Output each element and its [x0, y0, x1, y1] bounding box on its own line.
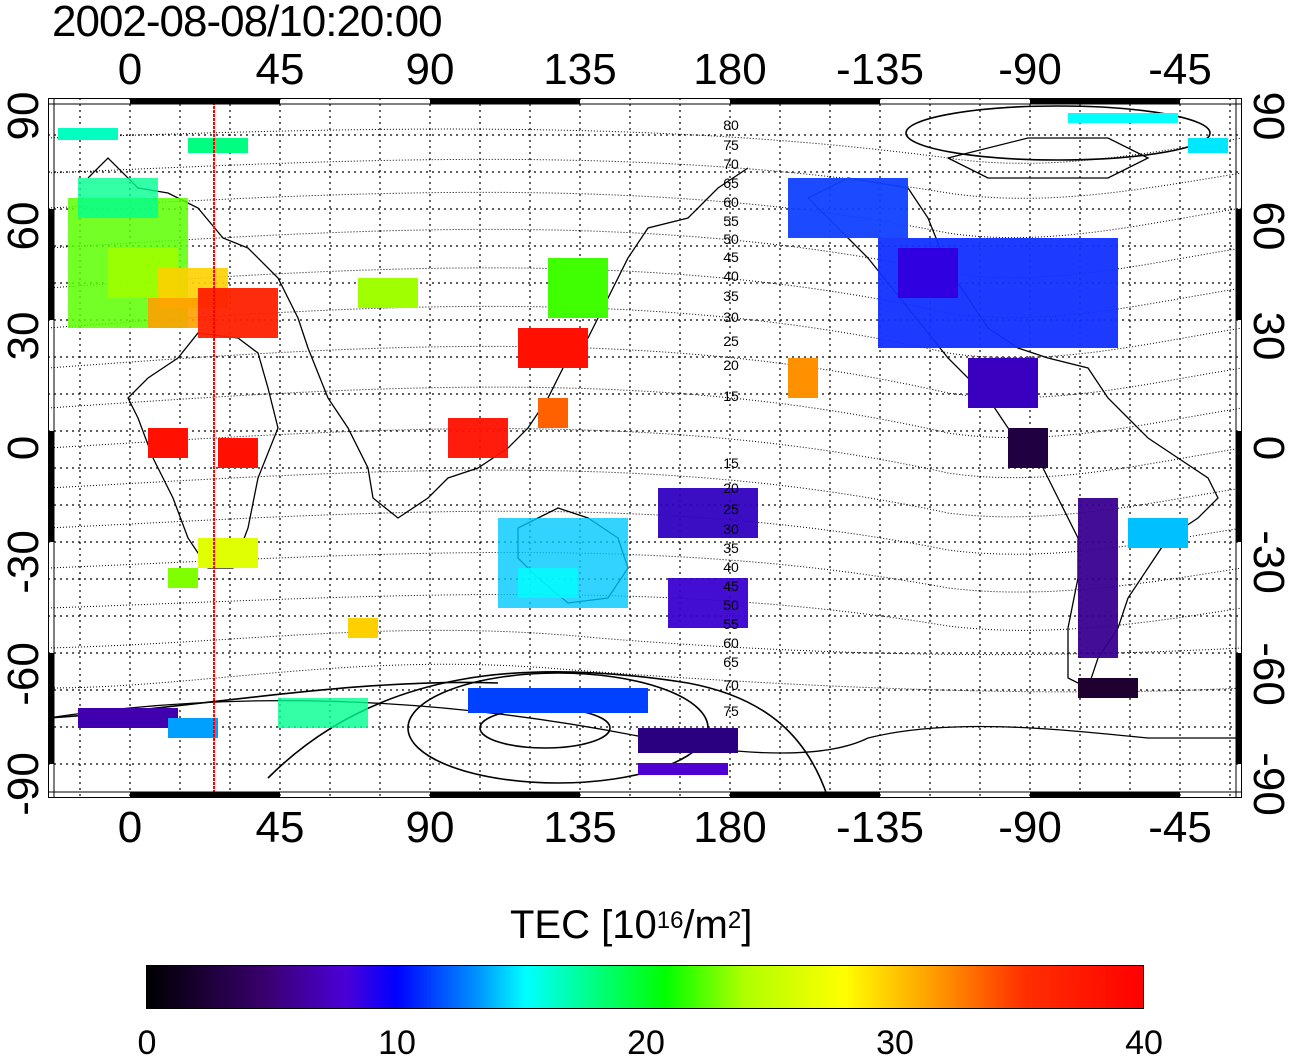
- contour-label: 25: [723, 501, 739, 517]
- timestamp-title: 2002-08-08/10:20:00: [52, 0, 443, 46]
- tec-world-map: 80 75 70 65 60 55 50 45 40 35 30 25 20 1…: [48, 98, 1242, 798]
- contour-label: 65: [723, 175, 739, 191]
- right-lat-label: 0: [1244, 435, 1292, 461]
- colorbar-title-exponent: 16: [656, 907, 684, 934]
- colorbar-tick: 30: [876, 1024, 914, 1062]
- colorbar-title: TEC [1016/m2]: [510, 905, 752, 945]
- left-lat-label: 0: [0, 435, 48, 461]
- contour-label: 60: [723, 194, 739, 210]
- contour-label: 75: [723, 703, 739, 719]
- bottom-lon-label: 180: [693, 803, 767, 852]
- contour-label: 50: [723, 231, 739, 247]
- contour-label: 40: [723, 268, 739, 284]
- contour-label: 75: [723, 137, 739, 153]
- map-frame: [48, 98, 1242, 798]
- contour-label: 50: [723, 597, 739, 613]
- top-lon-label: 180: [693, 45, 767, 94]
- colorbar-title-unit: /m: [683, 903, 728, 947]
- bottom-lon-label: 135: [543, 803, 617, 852]
- contour-label: 80: [723, 117, 739, 133]
- colorbar-tick: 0: [137, 1024, 157, 1062]
- top-lon-label: 0: [117, 45, 143, 94]
- right-lat-label: -30: [1244, 530, 1292, 594]
- contour-label: 45: [723, 249, 739, 265]
- contour-label: 45: [723, 578, 739, 594]
- right-lat-label: -90: [1244, 752, 1292, 816]
- left-lat-label: -30: [0, 530, 48, 594]
- contour-label: 15: [723, 388, 739, 404]
- left-lat-label: -90: [0, 752, 48, 816]
- contour-label: 25: [723, 333, 739, 349]
- bottom-lon-label: -45: [1148, 803, 1212, 852]
- contour-label: 60: [723, 635, 739, 651]
- right-lat-label: -60: [1244, 642, 1292, 706]
- bottom-lon-label: 0: [117, 803, 143, 852]
- left-lat-label: -60: [0, 642, 48, 706]
- bottom-lon-label: -135: [835, 803, 925, 852]
- top-lon-label: 135: [543, 45, 617, 94]
- left-lat-label: 60: [0, 201, 48, 251]
- contour-label: 35: [723, 540, 739, 556]
- contour-label: 15: [723, 455, 739, 471]
- contour-label: 40: [723, 559, 739, 575]
- tec-colorbar: [146, 965, 1144, 1009]
- top-lon-label: -45: [1148, 45, 1212, 94]
- top-lon-label: -135: [835, 45, 925, 94]
- colorbar-title-exponent: 2: [727, 907, 742, 934]
- contour-label: 35: [723, 288, 739, 304]
- right-lat-label: 30: [1244, 311, 1292, 361]
- contour-labels: 80 75 70 65 60 55 50 45 40 35 30 25 20 1…: [723, 117, 739, 719]
- colorbar-tick: 20: [627, 1024, 665, 1062]
- colorbar-title-suffix: ]: [741, 903, 753, 947]
- contour-label: 55: [723, 616, 739, 632]
- contour-label: 20: [723, 357, 739, 373]
- bottom-lon-label: 90: [405, 803, 455, 852]
- right-lat-label: 60: [1244, 201, 1292, 251]
- colorbar-tick: 40: [1125, 1024, 1163, 1062]
- contour-label: 70: [723, 677, 739, 693]
- bottom-lon-label: -90: [998, 803, 1062, 852]
- contour-label: 55: [723, 213, 739, 229]
- left-lat-label: 30: [0, 311, 48, 361]
- top-lon-label: 90: [405, 45, 455, 94]
- colorbar-title-prefix: TEC [10: [510, 903, 657, 947]
- tec-observations: [58, 113, 1228, 775]
- right-lat-label: 90: [1244, 91, 1292, 141]
- top-lon-label: -90: [998, 45, 1062, 94]
- bottom-lon-label: 45: [255, 803, 305, 852]
- left-lat-label: 90: [0, 91, 48, 141]
- contour-label: 30: [723, 309, 739, 325]
- contour-label: 20: [723, 480, 739, 496]
- contour-label: 70: [723, 156, 739, 172]
- contour-label: 65: [723, 654, 739, 670]
- top-lon-label: 45: [255, 45, 305, 94]
- contour-label: 30: [723, 521, 739, 537]
- colorbar-tick: 10: [378, 1024, 416, 1062]
